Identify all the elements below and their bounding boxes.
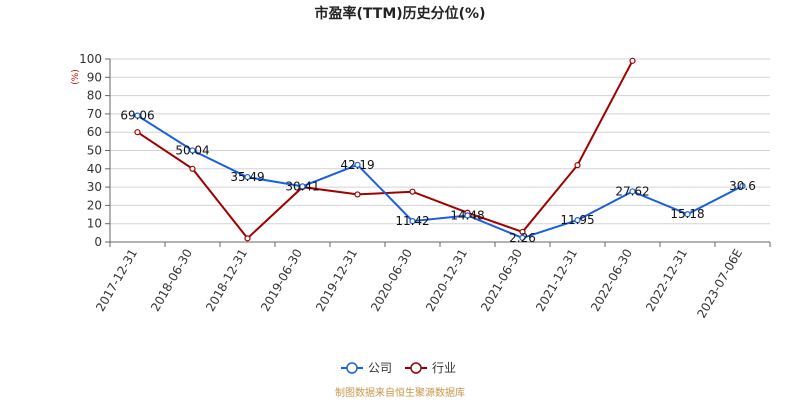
- data-point-1: [519, 228, 526, 236]
- data-label: 42.19: [340, 158, 374, 172]
- data-point-0: [189, 147, 196, 154]
- data-label: 30.41: [285, 179, 319, 193]
- data-point-1: [574, 162, 581, 169]
- data-point-1: [354, 191, 361, 198]
- x-tick-label: 2022-06-30: [588, 247, 635, 314]
- data-label: 35.49: [230, 170, 264, 184]
- data-labels: 69.06 50.04 35.49 30.41 42.19 11.42 14.48 2.26 1…: [120, 109, 756, 245]
- y-tick-label: 90: [87, 70, 102, 84]
- axes: 0 10 20 30 40 50 60 70 80 90 100 2017-12-31 2018-06-…: [79, 52, 771, 321]
- data-label: 15.18: [670, 207, 704, 221]
- source-note: 制图数据来自恒生聚源数据库: [335, 386, 465, 399]
- data-label: 14.48: [450, 209, 484, 223]
- data-point-0: [574, 217, 581, 224]
- y-tick-label: 20: [87, 198, 102, 212]
- x-tick-label: 2020-12-31: [423, 247, 470, 314]
- y-tick-label: 10: [87, 217, 102, 231]
- y-tick-label: 70: [87, 107, 102, 121]
- x-tick-label: 2023-07-06E: [694, 247, 745, 321]
- data-point-1: [134, 129, 141, 136]
- data-point-1: [409, 188, 416, 195]
- x-tick-label: 2018-06-30: [148, 247, 195, 314]
- data-label: 27.62: [615, 184, 649, 198]
- chart-title: 市盈率(TTM)历史分位(%): [315, 5, 486, 22]
- data-point-1: [244, 235, 251, 242]
- series-line-0: [136, 114, 743, 239]
- data-point-0: [244, 173, 251, 181]
- data-point-0: [739, 182, 746, 190]
- gridlines: [110, 58, 770, 243]
- x-tick-label: 2017-12-31: [93, 247, 140, 314]
- y-tick-label: 80: [87, 89, 102, 103]
- y-tick-label: 40: [87, 162, 102, 176]
- y-tick-label: 30: [87, 180, 102, 194]
- data-point-1: [629, 57, 636, 64]
- series-layer: [134, 57, 746, 242]
- data-point-1: [189, 165, 196, 172]
- data-point-0: [464, 212, 471, 219]
- data-point-0: [134, 112, 141, 119]
- data-label: 11.95: [560, 213, 594, 227]
- legend-marker-1: [410, 362, 422, 374]
- y-tick-label: 50: [87, 144, 102, 158]
- y-tick-label: 100: [79, 52, 102, 66]
- legend-label-1: 行业: [432, 361, 456, 375]
- series-line-1: [136, 60, 634, 240]
- x-tick-label: 2020-06-30: [368, 247, 415, 314]
- y-tick-label: 0: [94, 235, 102, 249]
- legend-label-0: 公司: [368, 361, 392, 375]
- x-tick-label: 2021-12-31: [533, 247, 580, 314]
- data-label: 2.26: [509, 231, 536, 245]
- data-point-0: [354, 161, 361, 168]
- data-point-0: [629, 188, 636, 195]
- y-tick-label: 60: [87, 125, 102, 139]
- legend-marker-0: [346, 362, 358, 374]
- data-label: 50.04: [175, 143, 209, 157]
- data-point-0: [299, 183, 306, 190]
- x-tick-label: 2019-06-30: [258, 247, 305, 314]
- x-tick-label: 2018-12-31: [203, 247, 250, 314]
- y-axis-unit-label: (%): [71, 69, 81, 85]
- data-point-0: [519, 234, 526, 241]
- data-point-0: [684, 211, 691, 218]
- data-label: 11.42: [395, 214, 429, 228]
- data-label: 69.06: [120, 109, 154, 123]
- legend: 公司 行业: [341, 361, 456, 375]
- data-label: 30.6: [729, 179, 756, 193]
- x-tick-label: 2019-12-31: [313, 247, 360, 314]
- x-tick-label: 2022-12-31: [643, 247, 690, 314]
- data-point-0: [409, 218, 416, 225]
- x-tick-label: 2021-06-30: [478, 247, 525, 314]
